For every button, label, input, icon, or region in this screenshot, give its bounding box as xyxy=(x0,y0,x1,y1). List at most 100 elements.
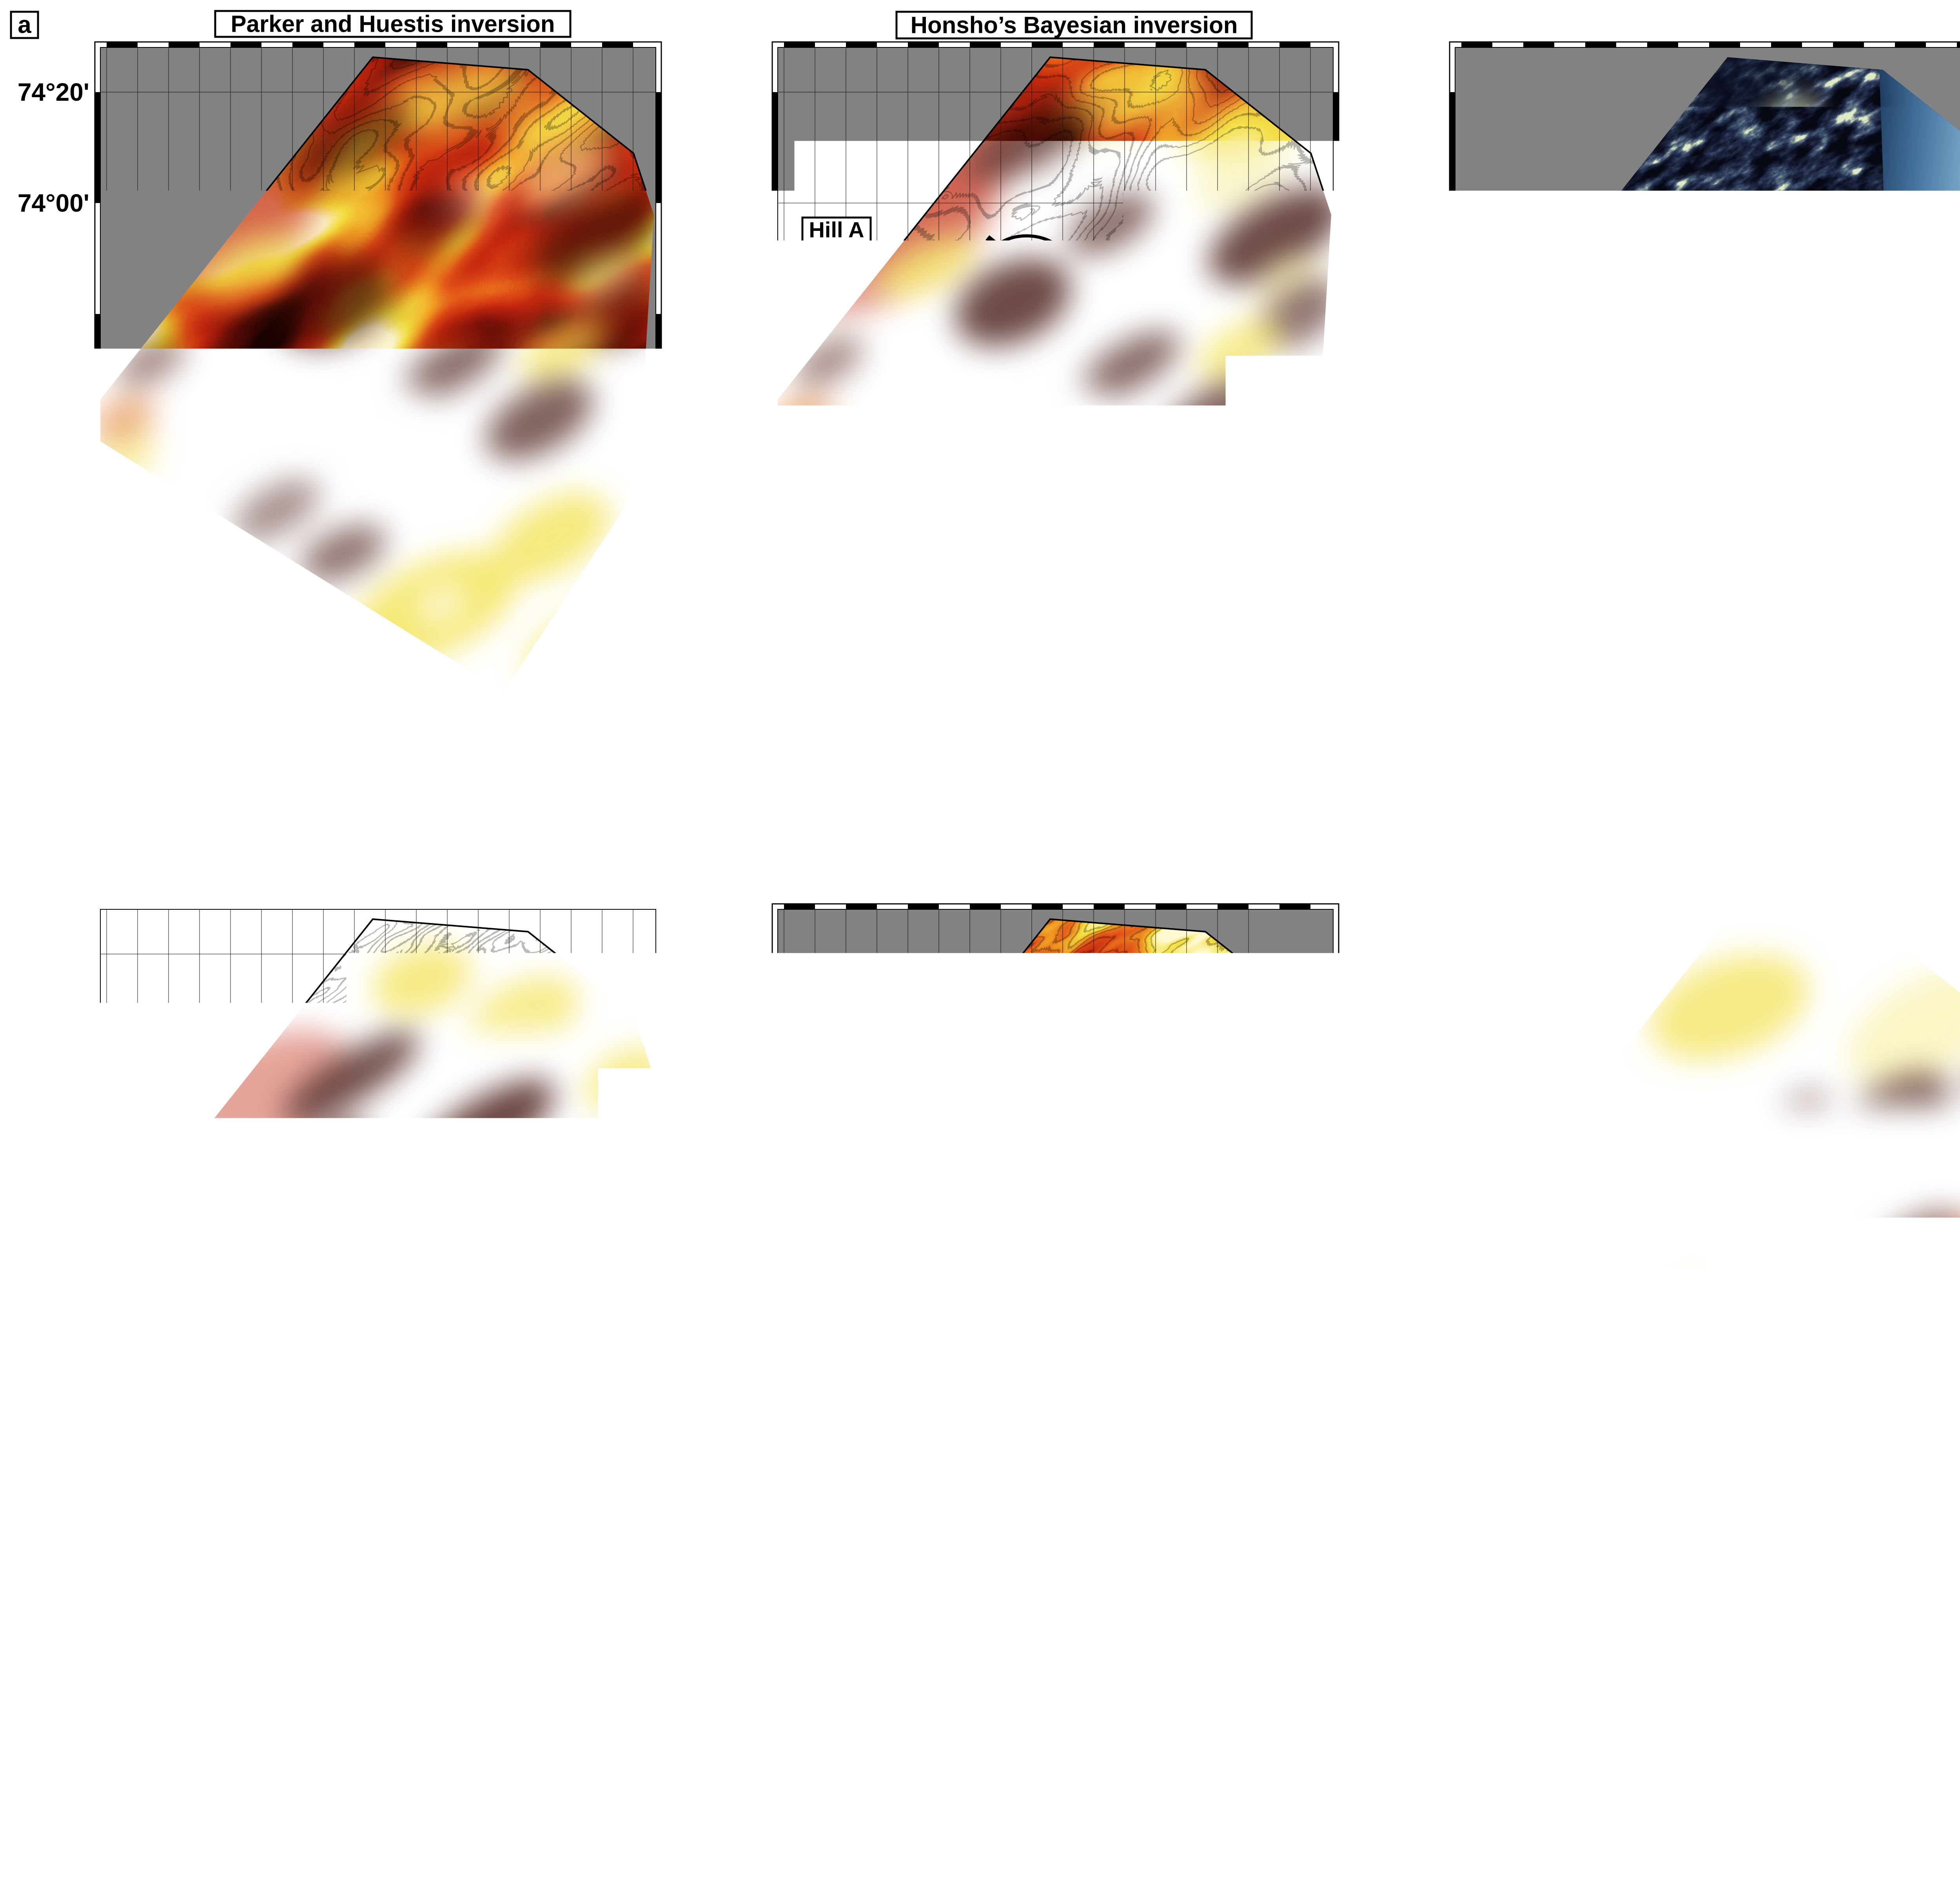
svg-text:9°00': 9°00' xyxy=(1835,707,1893,735)
svg-text:73°40': 73°40' xyxy=(18,300,89,328)
svg-text:A/m: A/m xyxy=(668,785,714,812)
svg-text:-400: -400 xyxy=(753,1644,802,1671)
svg-text:Loki’s Castle: Loki’s Castle xyxy=(1866,1326,1960,1351)
svg-text:nT: nT xyxy=(1356,1644,1385,1671)
svg-text:7°40': 7°40' xyxy=(356,707,414,735)
svg-text:10°20': 10°20' xyxy=(1952,707,1960,735)
svg-text:8°20': 8°20' xyxy=(1773,707,1831,735)
svg-text:8°20': 8°20' xyxy=(1096,707,1154,735)
svg-text:5°40': 5°40' xyxy=(171,707,229,735)
svg-text:-1,000: -1,000 xyxy=(1899,785,1960,812)
svg-text:400: 400 xyxy=(526,1644,567,1671)
svg-text:-400: -400 xyxy=(76,1644,124,1671)
svg-text:5°40': 5°40' xyxy=(171,1567,229,1595)
svg-text:72°40': 72°40' xyxy=(18,633,89,661)
svg-text:-0,8: -0,8 xyxy=(867,785,909,812)
svg-text:73°00': 73°00' xyxy=(18,1384,89,1412)
svg-text:8°20': 8°20' xyxy=(418,707,476,735)
svg-text:8°20': 8°20' xyxy=(418,1567,476,1595)
svg-text:7°40': 7°40' xyxy=(1034,1567,1092,1595)
svg-text:Loki’s Castle: Loki’s Castle xyxy=(511,1326,646,1351)
svg-text:7°00': 7°00' xyxy=(294,707,352,735)
svg-text:72°40': 72°40' xyxy=(18,1495,89,1523)
svg-text:5°00': 5°00' xyxy=(1463,707,1521,735)
svg-text:9°40': 9°40' xyxy=(1220,707,1278,735)
svg-text:-1,500: -1,500 xyxy=(1803,785,1872,812)
svg-text:0,4: 0,4 xyxy=(305,785,339,812)
svg-text:73°00': 73°00' xyxy=(18,522,89,550)
svg-text:-0,8: -0,8 xyxy=(189,785,231,812)
svg-text:7°00': 7°00' xyxy=(1649,707,1707,735)
svg-text:10°20': 10°20' xyxy=(597,1567,669,1595)
svg-text:9°40': 9°40' xyxy=(1897,707,1955,735)
svg-text:8°20': 8°20' xyxy=(1096,1567,1154,1595)
svg-text:-3,000: -3,000 xyxy=(1515,785,1584,812)
svg-text:Hill A: Hill A xyxy=(131,1079,187,1104)
svg-text:Hill A: Hill A xyxy=(1486,1079,1541,1104)
svg-text:200: 200 xyxy=(1092,1644,1132,1671)
svg-text:0: 0 xyxy=(1757,1644,1771,1671)
svg-text:6°20': 6°20' xyxy=(232,1567,290,1595)
svg-text:73°20': 73°20' xyxy=(18,1273,89,1301)
svg-text:2,8: 2,8 xyxy=(1205,785,1239,812)
svg-text:0: 0 xyxy=(994,1644,1007,1671)
svg-text:4: 4 xyxy=(650,785,664,812)
svg-text:8°20': 8°20' xyxy=(1773,1567,1831,1595)
svg-text:74°00': 74°00' xyxy=(18,189,89,217)
svg-text:7°40': 7°40' xyxy=(1711,707,1769,735)
svg-text:-200: -200 xyxy=(865,1644,913,1671)
svg-text:7°40': 7°40' xyxy=(1711,1567,1769,1595)
svg-text:5°00': 5°00' xyxy=(1463,1567,1521,1595)
svg-text:Honsho’s Bayesian inversion: Honsho’s Bayesian inversion xyxy=(911,12,1238,38)
svg-text:200: 200 xyxy=(415,1644,455,1671)
svg-text:9°00': 9°00' xyxy=(1158,707,1216,735)
svg-text:0,4: 0,4 xyxy=(982,785,1016,812)
svg-text:5°00': 5°00' xyxy=(786,1567,844,1595)
svg-text:5°40': 5°40' xyxy=(848,707,906,735)
svg-text:7°00': 7°00' xyxy=(972,707,1030,735)
svg-text:2,8: 2,8 xyxy=(528,785,562,812)
svg-text:10°20': 10°20' xyxy=(1274,1567,1346,1595)
svg-text:100: 100 xyxy=(1867,1644,1907,1671)
svg-text:9°40': 9°40' xyxy=(1220,1567,1278,1595)
svg-text:nT: nT xyxy=(678,1644,708,1671)
svg-text:A/m: A/m xyxy=(1345,785,1391,812)
svg-text:4: 4 xyxy=(1327,785,1341,812)
svg-text:73°40': 73°40' xyxy=(18,1162,89,1190)
svg-text:9°40': 9°40' xyxy=(542,1567,600,1595)
svg-text:-2: -2 xyxy=(765,785,787,812)
svg-text:5°00': 5°00' xyxy=(786,707,844,735)
svg-text:7°00': 7°00' xyxy=(294,1567,352,1595)
svg-text:74°20': 74°20' xyxy=(18,78,89,106)
svg-text:10°20': 10°20' xyxy=(1952,1567,1960,1595)
svg-text:600: 600 xyxy=(1316,1644,1356,1671)
svg-text:6°20': 6°20' xyxy=(232,707,290,735)
svg-text:10°20': 10°20' xyxy=(1274,707,1346,735)
svg-text:Loki’s Castle: Loki’s Castle xyxy=(1866,457,1960,482)
svg-text:5°00': 5°00' xyxy=(109,707,167,735)
svg-text:Loki’s Castle: Loki’s Castle xyxy=(1189,464,1323,489)
svg-text:0: 0 xyxy=(317,1644,330,1671)
svg-text:9°00': 9°00' xyxy=(480,1567,538,1595)
svg-text:400: 400 xyxy=(1204,1644,1244,1671)
svg-text:9°00': 9°00' xyxy=(480,707,538,735)
svg-text:Hill A: Hill A xyxy=(809,1079,864,1104)
svg-text:Hill A: Hill A xyxy=(809,218,864,242)
svg-text:5°40': 5°40' xyxy=(1525,707,1583,735)
svg-text:9°40': 9°40' xyxy=(542,707,600,735)
svg-text:Loki’s Castle: Loki’s Castle xyxy=(1189,1326,1323,1351)
svg-text:6°20': 6°20' xyxy=(910,1567,968,1595)
svg-text:6°20': 6°20' xyxy=(1587,1567,1645,1595)
svg-text:7°00': 7°00' xyxy=(972,1567,1030,1595)
svg-text:9°00': 9°00' xyxy=(1835,1567,1893,1595)
svg-text:Loki’s Castle: Loki’s Castle xyxy=(511,464,646,489)
svg-text:73°20': 73°20' xyxy=(18,411,89,439)
svg-text:b: b xyxy=(18,876,33,903)
svg-text:Hill A: Hill A xyxy=(1485,213,1540,238)
svg-text:Parker and Huestis inversion: Parker and Huestis inversion xyxy=(231,11,555,37)
svg-text:100km: 100km xyxy=(1805,669,1876,695)
svg-text:-2,000: -2,000 xyxy=(1707,785,1776,812)
svg-text:7°40': 7°40' xyxy=(356,1567,414,1595)
svg-text:7°00': 7°00' xyxy=(1649,1567,1707,1595)
svg-text:5°40': 5°40' xyxy=(848,1567,906,1595)
